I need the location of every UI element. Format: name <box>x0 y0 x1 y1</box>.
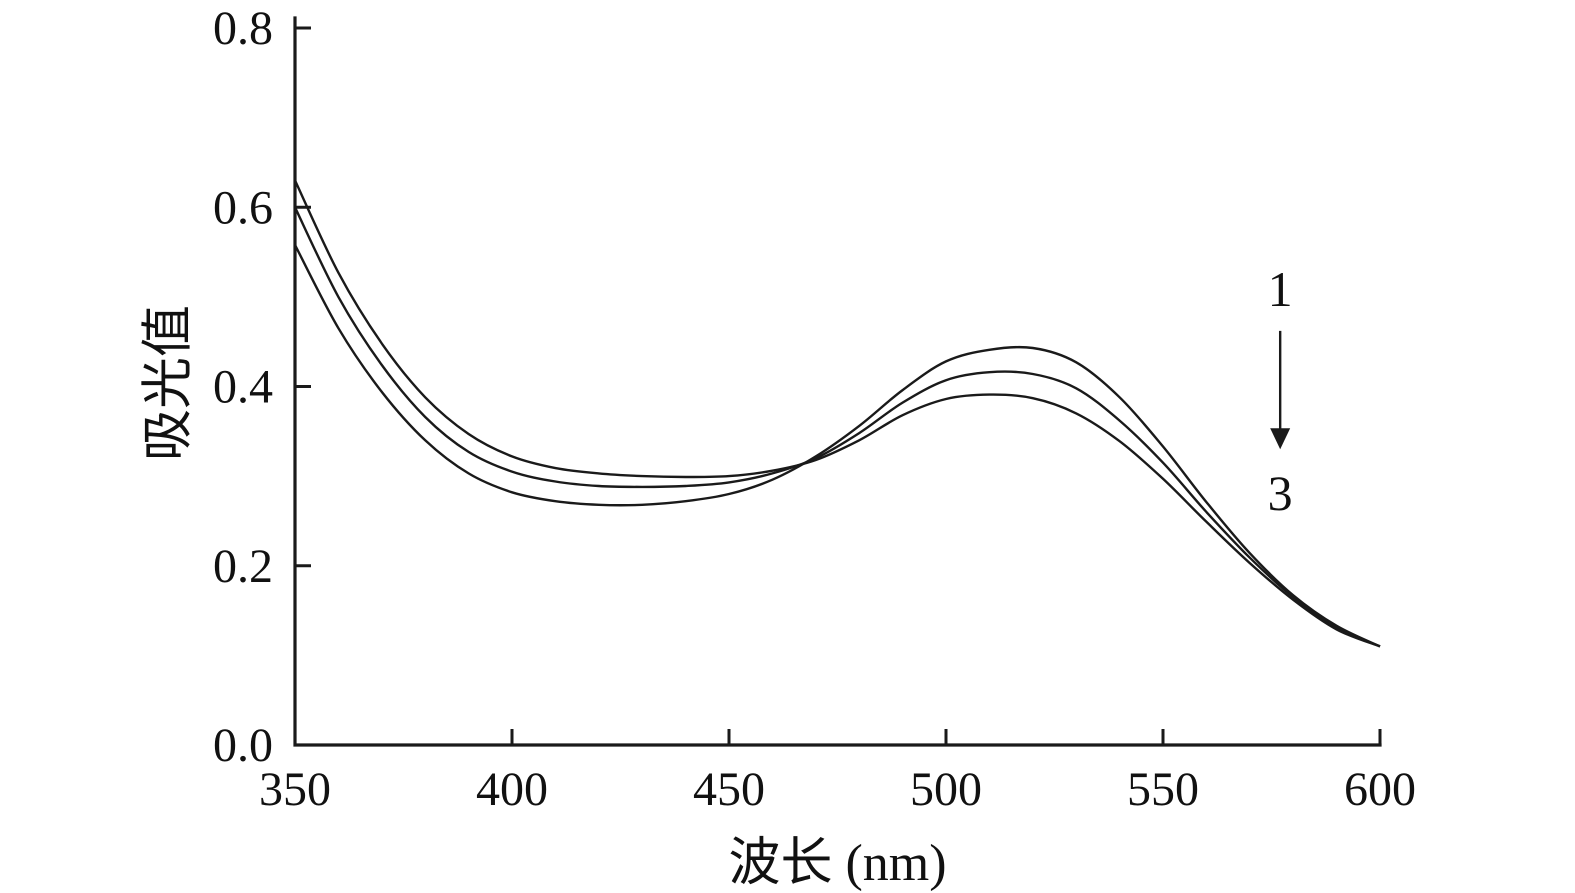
spectrum-curve-1 <box>293 244 1381 648</box>
x-tick-label: 600 <box>1344 763 1416 816</box>
x-tick-label: 500 <box>910 763 982 816</box>
y-tick-label: 0.4 <box>213 361 273 414</box>
axes <box>293 16 1382 747</box>
x-tick-label: 450 <box>693 763 765 816</box>
y-tick-label: 0.8 <box>213 2 273 55</box>
x-tick-label: 550 <box>1127 763 1199 816</box>
y-axis-label: 吸光值 <box>140 304 198 462</box>
spectrum-curve-2 <box>293 206 1381 648</box>
spectrum-curve-3 <box>293 179 1381 648</box>
y-tick-label: 0.6 <box>213 181 273 234</box>
y-tick-label: 0.2 <box>213 540 273 593</box>
x-tick-label: 400 <box>476 763 548 816</box>
x-tick-label: 350 <box>259 763 331 816</box>
curve-3-label: 3 <box>1268 465 1293 521</box>
direction-arrow-head <box>1270 428 1291 450</box>
curve-1-label: 1 <box>1268 261 1293 317</box>
x-axis-label: 波长 (nm) <box>728 835 947 892</box>
y-tick-label: 0.0 <box>213 719 273 772</box>
